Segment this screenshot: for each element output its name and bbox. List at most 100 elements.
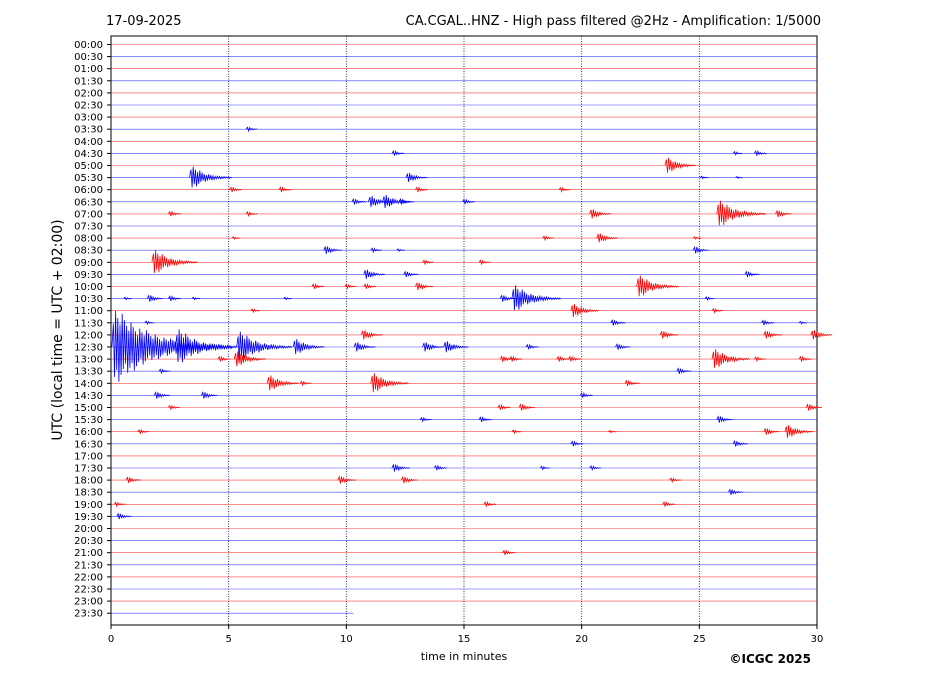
y-axis-label: UTC (local time = UTC + 02:00) bbox=[50, 219, 66, 440]
x-tick-label: 15 bbox=[458, 634, 471, 645]
y-tick-label: 21:00 bbox=[74, 548, 103, 559]
seismic-event bbox=[151, 250, 198, 273]
seismic-event bbox=[299, 380, 312, 387]
seismic-event bbox=[518, 403, 535, 411]
seismic-event bbox=[391, 149, 405, 156]
seismic-event bbox=[805, 403, 823, 411]
seismic-event bbox=[579, 391, 593, 398]
seismic-event bbox=[415, 281, 434, 291]
seismic-event bbox=[391, 463, 411, 472]
seismic-event bbox=[144, 320, 155, 326]
seismic-event bbox=[753, 149, 767, 156]
x-tick-label: 0 bbox=[108, 634, 114, 645]
seismic-event bbox=[509, 355, 523, 362]
y-tick-label: 09:30 bbox=[74, 270, 103, 281]
y-tick-label: 04:00 bbox=[74, 137, 103, 148]
y-tick-label: 19:30 bbox=[74, 512, 103, 523]
seismic-event bbox=[158, 368, 171, 375]
y-tick-label: 20:00 bbox=[74, 524, 103, 535]
seismic-event bbox=[511, 429, 522, 435]
seismic-event bbox=[483, 500, 497, 507]
seismic-event bbox=[608, 429, 617, 434]
seismic-event bbox=[146, 294, 164, 302]
seismic-event bbox=[810, 330, 833, 340]
seismic-event bbox=[311, 283, 325, 289]
y-tick-label: 21:30 bbox=[74, 560, 103, 571]
seismic-event bbox=[568, 355, 582, 362]
y-tick-label: 16:30 bbox=[74, 439, 103, 450]
chart-title: CA.CGAL..HNZ - High pass filtered @2Hz -… bbox=[406, 14, 821, 29]
date-label: 17-09-2025 bbox=[106, 14, 182, 29]
seismic-event bbox=[396, 248, 405, 253]
seismic-event bbox=[676, 367, 692, 374]
x-axis-label: time in minutes bbox=[421, 650, 508, 663]
y-tick-label: 22:30 bbox=[74, 585, 103, 596]
seismic-event bbox=[137, 428, 150, 435]
seismic-event bbox=[556, 355, 570, 362]
seismic-event bbox=[323, 245, 342, 254]
seismic-event bbox=[191, 296, 201, 301]
seismic-event bbox=[570, 440, 584, 447]
x-tick-label: 25 bbox=[693, 634, 706, 645]
seismic-event bbox=[167, 295, 181, 301]
y-tick-label: 05:00 bbox=[74, 161, 103, 172]
y-tick-label: 23:30 bbox=[74, 609, 103, 620]
y-tick-label: 12:00 bbox=[74, 330, 103, 341]
y-tick-label: 10:30 bbox=[74, 294, 103, 305]
seismic-event bbox=[732, 439, 748, 447]
seismic-event bbox=[704, 296, 715, 302]
seismic-event bbox=[236, 331, 293, 361]
seismic-traces bbox=[111, 44, 833, 614]
y-tick-label: 03:30 bbox=[74, 125, 103, 136]
seismic-event bbox=[699, 175, 709, 180]
seismic-event bbox=[462, 198, 476, 205]
y-tick-label: 06:30 bbox=[74, 197, 103, 208]
seismic-event bbox=[266, 375, 299, 391]
seismic-event bbox=[511, 285, 561, 311]
seismic-event bbox=[662, 500, 676, 507]
y-tick-label: 06:00 bbox=[74, 185, 103, 196]
seismic-event bbox=[231, 236, 241, 240]
seismic-event bbox=[610, 318, 626, 326]
seismic-event bbox=[113, 501, 126, 508]
x-tick-label: 5 bbox=[225, 634, 231, 645]
seismic-event bbox=[624, 379, 640, 387]
seismic-event bbox=[400, 475, 418, 484]
seismic-event bbox=[761, 319, 775, 326]
seismic-event bbox=[422, 259, 435, 266]
seismic-event bbox=[229, 186, 243, 193]
seismic-event bbox=[542, 235, 555, 242]
x-tick-label: 30 bbox=[811, 634, 824, 645]
seismic-event bbox=[732, 150, 743, 156]
seismic-event bbox=[351, 197, 367, 205]
y-tick-label: 09:00 bbox=[74, 258, 103, 269]
seismic-event bbox=[596, 233, 619, 243]
y-tick-label: 19:00 bbox=[74, 500, 103, 511]
seismic-event bbox=[711, 307, 724, 314]
seismic-event bbox=[422, 342, 444, 352]
seismic-event bbox=[382, 195, 411, 209]
seismic-event bbox=[763, 427, 780, 435]
seismic-event bbox=[539, 465, 550, 471]
y-tick-label: 00:00 bbox=[74, 40, 103, 51]
seismic-event bbox=[245, 126, 258, 133]
y-tick-label: 02:00 bbox=[74, 88, 103, 99]
seismic-event bbox=[499, 294, 517, 302]
y-tick-label: 11:00 bbox=[74, 306, 103, 317]
seismic-event bbox=[363, 269, 386, 279]
seismic-event bbox=[398, 197, 414, 205]
seismic-event bbox=[344, 283, 357, 290]
y-tick-label: 03:00 bbox=[74, 113, 103, 124]
seismic-event bbox=[570, 303, 599, 317]
y-tick-label: 22:00 bbox=[74, 572, 103, 583]
y-tick-label: 13:30 bbox=[74, 367, 103, 378]
y-tick-label: 18:30 bbox=[74, 488, 103, 499]
seismic-event bbox=[370, 373, 409, 393]
seismic-event bbox=[405, 172, 428, 183]
seismic-event bbox=[558, 186, 571, 193]
seismic-event bbox=[716, 415, 733, 423]
seismic-event bbox=[735, 176, 743, 179]
y-tick-label: 11:30 bbox=[74, 318, 103, 329]
